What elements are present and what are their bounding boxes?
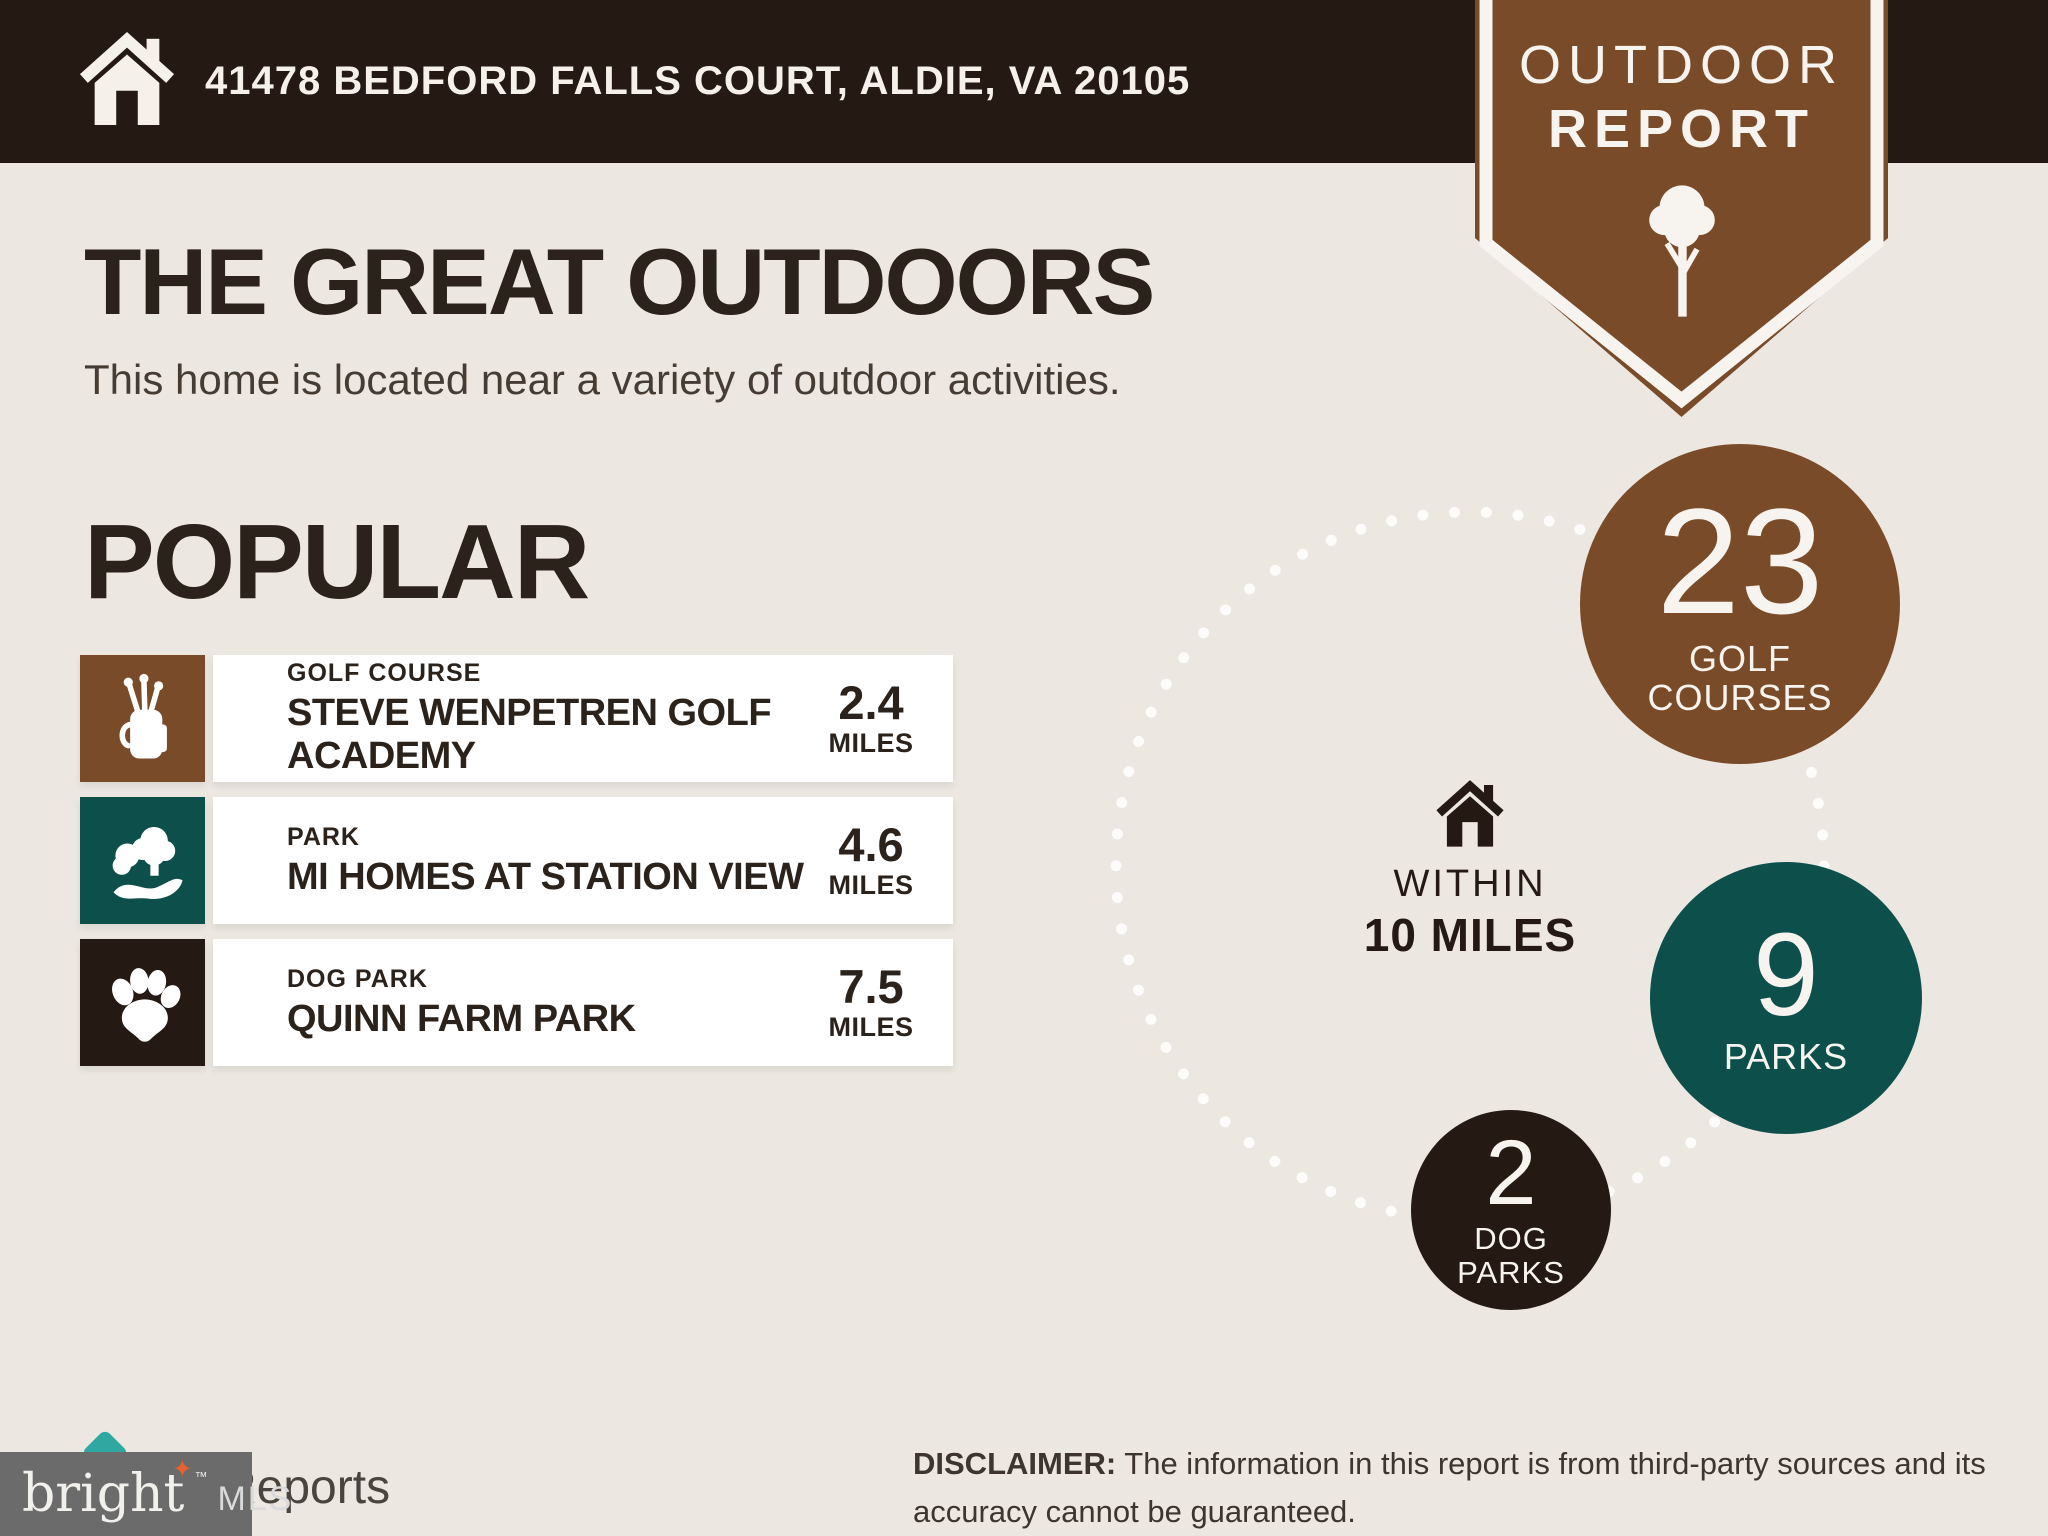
page-subtitle: This home is located near a variety of o… (84, 356, 1121, 403)
popular-heading: POPULAR (84, 503, 590, 621)
stat-label: PARKS (1723, 1036, 1849, 1078)
item-name: MI HOMES AT STATION VIEW (287, 855, 804, 898)
list-item-panel: PARK MI HOMES AT STATION VIEW 4.6 MILES (213, 797, 953, 924)
disclaimer-label: DISCLAIMER: (913, 1446, 1117, 1481)
property-address: 41478 BEDFORD FALLS COURT, ALDIE, VA 201… (205, 59, 1191, 103)
popular-list: GOLF COURSE STEVE WENPETREN GOLF ACADEMY… (80, 655, 953, 1081)
item-name: QUINN FARM PARK (287, 997, 636, 1040)
stat-value: 9 (1753, 909, 1819, 1042)
item-category: GOLF COURSE (287, 659, 482, 688)
golf-tile (80, 655, 205, 782)
within-radius-label: WITHIN 10 MILES (1358, 778, 1582, 962)
list-item-golf-course: GOLF COURSE STEVE WENPETREN GOLF ACADEMY… (80, 655, 953, 782)
item-name: STEVE WENPETREN GOLF ACADEMY (287, 692, 772, 777)
stat-value: 23 (1656, 477, 1824, 646)
item-distance: 2.4 MILES (815, 678, 927, 758)
banner-title-line2: REPORT (1547, 99, 1816, 159)
banner-title-line1: OUTDOOR (1519, 35, 1844, 95)
stat-value: 2 (1485, 1122, 1537, 1225)
golf-bag-icon (119, 673, 167, 759)
page-title: THE GREAT OUTDOORS (84, 229, 1155, 334)
within-text: WITHIN (1393, 863, 1547, 905)
list-item-panel: DOG PARK QUINN FARM PARK 7.5 MILES (213, 939, 953, 1066)
list-item-park: PARK MI HOMES AT STATION VIEW 4.6 MILES (80, 797, 953, 924)
dog-park-tile (80, 939, 205, 1066)
brand-name: bright ✦ (22, 1456, 193, 1524)
radius-text: 10 MILES (1363, 909, 1577, 961)
distance-value: 7.5 (838, 960, 904, 1014)
distance-unit: MILES (828, 1011, 914, 1042)
sparkle-star-icon: ✦ (172, 1456, 193, 1483)
disclaimer: DISCLAIMER: The information in this repo… (913, 1440, 2038, 1536)
stat-label: GOLF COURSES (1647, 637, 1833, 719)
distance-unit: MILES (828, 727, 914, 758)
trademark-symbol: ™ (194, 1469, 208, 1484)
list-item-dog-park: DOG PARK QUINN FARM PARK 7.5 MILES (80, 939, 953, 1066)
stat-badge-dog-parks: 2 DOG PARKS (1411, 1110, 1611, 1310)
bright-mls-watermark: bright ✦ ™ MLS (0, 1452, 291, 1536)
tree-icon (1648, 185, 1715, 317)
park-tile (80, 797, 205, 924)
distance-value: 2.4 (838, 676, 904, 730)
item-distance: 7.5 MILES (815, 962, 927, 1042)
report-banner: OUTDOOR REPORT (1475, 0, 1888, 420)
disclaimer-text: The information in this report is from t… (913, 1446, 1986, 1530)
stat-badge-parks: 9 PARKS (1650, 862, 1922, 1134)
brand-suffix: MLS (217, 1479, 294, 1518)
stat-badge-golf-courses: 23 GOLF COURSES (1580, 444, 1900, 764)
home-icon (1436, 780, 1504, 847)
park-icon (112, 826, 183, 899)
distance-unit: MILES (828, 869, 914, 900)
stat-label: DOG PARKS (1457, 1220, 1565, 1290)
item-category: PARK (287, 822, 360, 851)
paw-icon (111, 967, 180, 1042)
item-distance: 4.6 MILES (815, 820, 927, 900)
distance-value: 4.6 (838, 818, 904, 872)
home-icon (79, 31, 175, 126)
list-item-panel: GOLF COURSE STEVE WENPETREN GOLF ACADEMY… (213, 655, 953, 782)
item-category: DOG PARK (287, 964, 428, 993)
